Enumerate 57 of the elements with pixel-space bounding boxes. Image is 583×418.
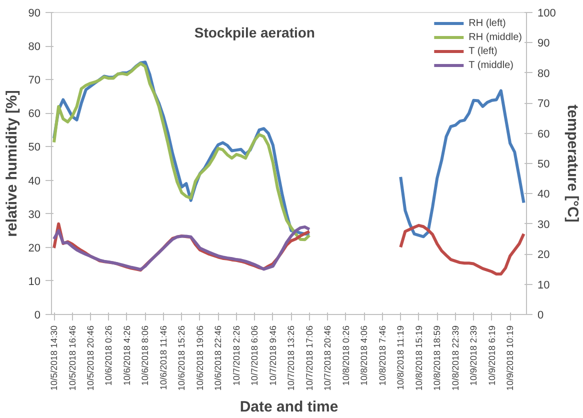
x-tick-label: 10/5/2018 16:46 <box>67 326 78 391</box>
x-tick-label: 10/8/2018 4:06 <box>359 325 370 386</box>
x-tick-label: 10/6/2018 0:26 <box>104 325 114 386</box>
x-tick-label: 10/7/2018 6:06 <box>250 325 260 386</box>
x-tick-label: 10/6/2018 11:46 <box>158 325 168 390</box>
x-tick-label: 10/7/2018 13:26 <box>286 326 296 391</box>
y2-tick-label: 60 <box>538 128 550 140</box>
line-series <box>52 225 311 271</box>
x-tick-label: 10/6/2018 22:46 <box>213 326 224 391</box>
y2-tick-label: 20 <box>538 249 550 262</box>
x-tick-label: 10/6/2018 8:06 <box>140 325 150 386</box>
y2-tick-label: 80 <box>538 68 550 80</box>
x-tick-label: 10/8/2018 0:26 <box>340 325 351 386</box>
y-tick-label: 40 <box>28 175 41 188</box>
y2-tick-label: 0 <box>538 310 544 322</box>
x-tick-label: 10/9/2018 2:39 <box>468 325 479 386</box>
y2-axis-title: temperature [°C] <box>564 104 581 222</box>
y2-tick-label: 50 <box>538 158 550 170</box>
y2-tick-label: 70 <box>538 98 550 110</box>
x-tick-label: 10/8/2018 7:46 <box>377 325 388 386</box>
x-tick-label: 10/7/2018 17:06 <box>304 326 314 391</box>
x-tick-label: 10/7/2018 20:46 <box>322 326 333 391</box>
y-tick-label: 70 <box>28 74 41 87</box>
y-tick-label: 60 <box>28 108 41 120</box>
x-tick-label: 10/5/2018 14:30 <box>49 326 60 391</box>
legend-label: RH (middle) <box>468 32 522 42</box>
x-tick-label: 10/9/2018 6:19 <box>486 325 497 386</box>
y-tick-label: 10 <box>28 276 41 288</box>
x-tick-label: 10/9/2018 10:19 <box>505 326 516 391</box>
x-tick-label: 10/8/2018 15:19 <box>414 326 424 391</box>
y-axis-title: relative humidity [%] <box>3 90 20 237</box>
x-axis-title: Date and time <box>240 398 338 416</box>
y-tick-label: 90 <box>28 8 41 20</box>
y2-tick-label: 90 <box>538 38 550 50</box>
y-tick-label: 50 <box>28 142 41 154</box>
x-tick-label: 10/7/2018 9:46 <box>268 325 278 386</box>
legend-label: RH (left) <box>468 18 506 28</box>
x-tick-label: 10/6/2018 15:26 <box>176 326 187 391</box>
y2-tick-label: 10 <box>538 279 550 292</box>
y-tick-label: 0 <box>34 310 41 322</box>
line-series <box>52 62 311 242</box>
x-tick-label: 10/6/2018 19:06 <box>194 326 205 391</box>
x-tick-label: 10/6/2018 4:26 <box>122 325 132 386</box>
y2-tick-label: 100 <box>538 8 556 20</box>
x-tick-label: 10/8/2018 18:59 <box>432 326 442 391</box>
y2-tick-label: 40 <box>538 188 550 201</box>
legend-label: T (middle) <box>468 60 514 70</box>
x-tick-label: 10/5/2018 20:46 <box>85 326 96 391</box>
y-tick-label: 80 <box>28 41 41 54</box>
x-tick-label: 10/7/2018 2:26 <box>231 325 242 386</box>
y-tick-label: 20 <box>28 242 41 254</box>
x-tick-label: 10/8/2018 11:19 <box>396 325 406 390</box>
y2-tick-label: 30 <box>538 218 550 231</box>
legend-label: T (left) <box>468 46 498 56</box>
x-tick-label: 10/8/2018 22:39 <box>450 326 460 391</box>
text: Stockpile aeration <box>194 24 315 40</box>
y-tick-label: 30 <box>28 208 41 221</box>
